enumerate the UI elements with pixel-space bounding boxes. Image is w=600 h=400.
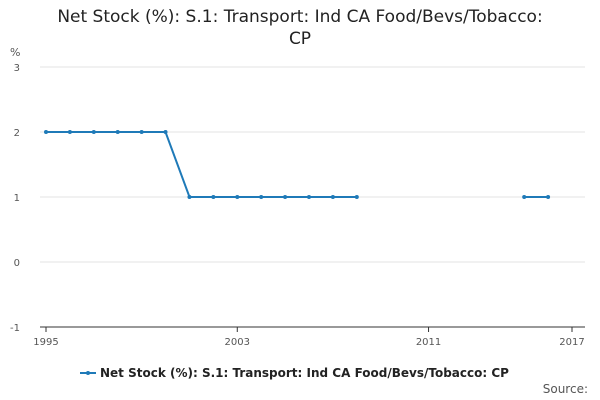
y-tick-label: 1 <box>14 193 20 204</box>
x-tick-label: 2017 <box>559 337 584 348</box>
legend: Net Stock (%): S.1: Transport: Ind CA Fo… <box>80 366 509 380</box>
x-tick-label: 1995 <box>33 337 58 348</box>
y-axis-unit-label: % <box>10 46 20 59</box>
gridlines: -1 0 1 2 3 <box>10 63 585 334</box>
data-point <box>211 195 216 199</box>
y-tick-label: -1 <box>10 323 20 334</box>
data-point <box>235 195 240 199</box>
data-point <box>187 195 192 199</box>
x-tick-label: 2011 <box>416 337 441 348</box>
data-point <box>115 130 120 134</box>
x-axis: 1995 2003 2011 2017 <box>33 326 585 348</box>
source-label: Source: <box>543 382 588 396</box>
data-point <box>354 195 359 199</box>
data-point <box>283 195 288 199</box>
y-tick-label: 2 <box>14 128 20 139</box>
data-point <box>163 130 168 134</box>
data-series <box>44 130 551 199</box>
chart-title-line-2: CP <box>289 29 311 49</box>
data-point <box>259 195 264 199</box>
data-point <box>67 130 72 134</box>
data-point <box>91 130 96 134</box>
data-point <box>546 195 551 199</box>
data-point <box>44 130 48 134</box>
data-point <box>139 130 144 134</box>
x-tick-label: 2003 <box>225 337 250 348</box>
chart-title-line-1: Net Stock (%): S.1: Transport: Ind CA Fo… <box>57 7 542 27</box>
series-line <box>46 131 357 198</box>
legend-marker <box>86 371 90 375</box>
legend-label: Net Stock (%): S.1: Transport: Ind CA Fo… <box>100 366 509 380</box>
y-tick-label: 3 <box>14 63 20 74</box>
y-tick-label: 0 <box>14 258 20 269</box>
data-point <box>330 195 335 199</box>
data-point <box>307 195 311 199</box>
data-point <box>522 195 527 199</box>
